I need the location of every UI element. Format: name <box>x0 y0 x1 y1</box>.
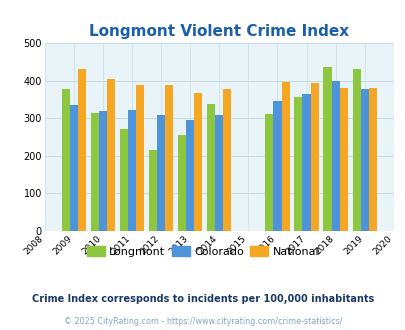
Bar <box>264 114 273 231</box>
Bar <box>107 79 115 231</box>
Bar <box>185 120 194 231</box>
Bar <box>273 101 281 231</box>
Bar <box>177 135 185 231</box>
Legend: Longmont, Colorado, National: Longmont, Colorado, National <box>83 243 322 260</box>
Bar <box>62 89 70 231</box>
Bar <box>302 94 310 231</box>
Bar <box>323 67 331 231</box>
Bar <box>281 82 289 231</box>
Text: © 2025 CityRating.com - https://www.cityrating.com/crime-statistics/: © 2025 CityRating.com - https://www.city… <box>64 317 341 326</box>
Bar <box>119 129 128 231</box>
Text: Crime Index corresponds to incidents per 100,000 inhabitants: Crime Index corresponds to incidents per… <box>32 294 373 304</box>
Bar <box>165 85 173 231</box>
Bar <box>310 83 318 231</box>
Bar <box>128 110 136 231</box>
Bar <box>194 92 202 231</box>
Bar <box>368 88 376 231</box>
Bar <box>98 111 107 231</box>
Bar <box>70 105 78 231</box>
Bar <box>360 89 368 231</box>
Bar <box>157 115 165 231</box>
Bar <box>90 113 98 231</box>
Bar <box>331 81 339 231</box>
Bar <box>149 150 157 231</box>
Bar <box>223 89 231 231</box>
Bar <box>78 69 86 231</box>
Bar <box>215 115 223 231</box>
Bar <box>136 85 144 231</box>
Bar <box>352 69 360 231</box>
Bar <box>339 88 347 231</box>
Bar <box>294 97 302 231</box>
Title: Longmont Violent Crime Index: Longmont Violent Crime Index <box>89 24 348 39</box>
Bar <box>207 104 215 231</box>
